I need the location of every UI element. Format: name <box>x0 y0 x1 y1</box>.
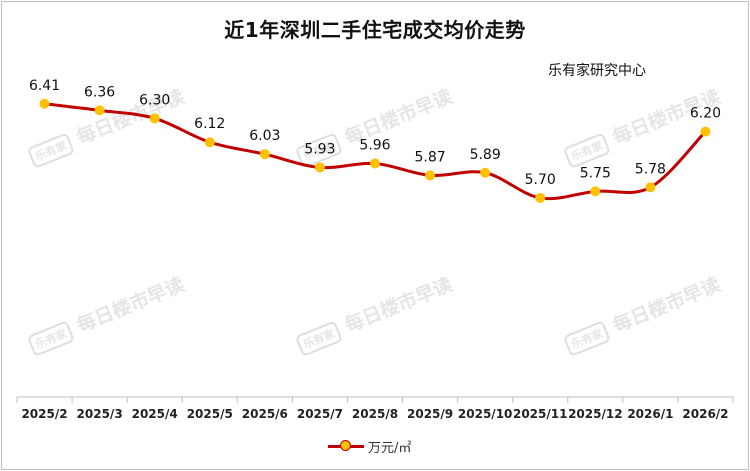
x-tick-label: 2025/4 <box>132 407 178 421</box>
data-point <box>370 158 380 169</box>
data-point <box>535 192 546 203</box>
data-label: 5.78 <box>635 161 666 177</box>
data-label: 5.70 <box>525 172 556 188</box>
data-label: 5.75 <box>580 165 611 181</box>
data-label: 6.20 <box>690 106 721 122</box>
x-tick-label: 2025/9 <box>407 407 453 421</box>
x-tick-label: 2026/1 <box>627 407 673 421</box>
data-label: 6.36 <box>84 84 115 100</box>
data-point <box>149 113 160 124</box>
chart-source: 乐有家研究中心 <box>548 63 646 79</box>
x-tick-label: 2026/2 <box>682 407 728 421</box>
data-point <box>39 98 50 109</box>
x-tick-label: 2025/5 <box>187 407 233 421</box>
data-point <box>645 182 656 193</box>
legend-label: 万元/㎡ <box>368 440 412 456</box>
chart-title: 近1年深圳二手住宅成交均价走势 <box>224 18 526 42</box>
data-point <box>480 167 491 178</box>
data-point <box>259 149 270 160</box>
data-point <box>94 105 105 116</box>
x-tick-label: 2025/11 <box>513 407 567 421</box>
x-tick-label: 2025/10 <box>458 407 512 421</box>
data-label: 5.87 <box>414 149 445 165</box>
chart-legend: 万元/㎡ <box>328 437 412 456</box>
x-tick-label: 2025/3 <box>77 407 123 421</box>
data-label: 6.03 <box>249 128 280 144</box>
x-tick-label: 2025/2 <box>21 407 67 421</box>
data-label: 5.93 <box>304 141 335 157</box>
data-label: 5.96 <box>359 137 390 153</box>
data-point <box>314 162 325 173</box>
x-tick-label: 2025/6 <box>242 407 288 421</box>
legend-line-marker-icon <box>328 439 364 453</box>
x-tick-label: 2025/7 <box>297 407 343 421</box>
data-point <box>204 137 215 148</box>
data-point <box>700 126 711 137</box>
x-tick-label: 2025/12 <box>568 407 622 421</box>
data-point <box>425 170 436 181</box>
data-label: 5.89 <box>470 147 501 163</box>
x-tick-label: 2025/8 <box>352 407 398 421</box>
data-label: 6.41 <box>29 78 60 94</box>
data-label: 6.30 <box>139 92 170 108</box>
data-point <box>590 186 601 197</box>
data-label: 6.12 <box>194 116 225 132</box>
